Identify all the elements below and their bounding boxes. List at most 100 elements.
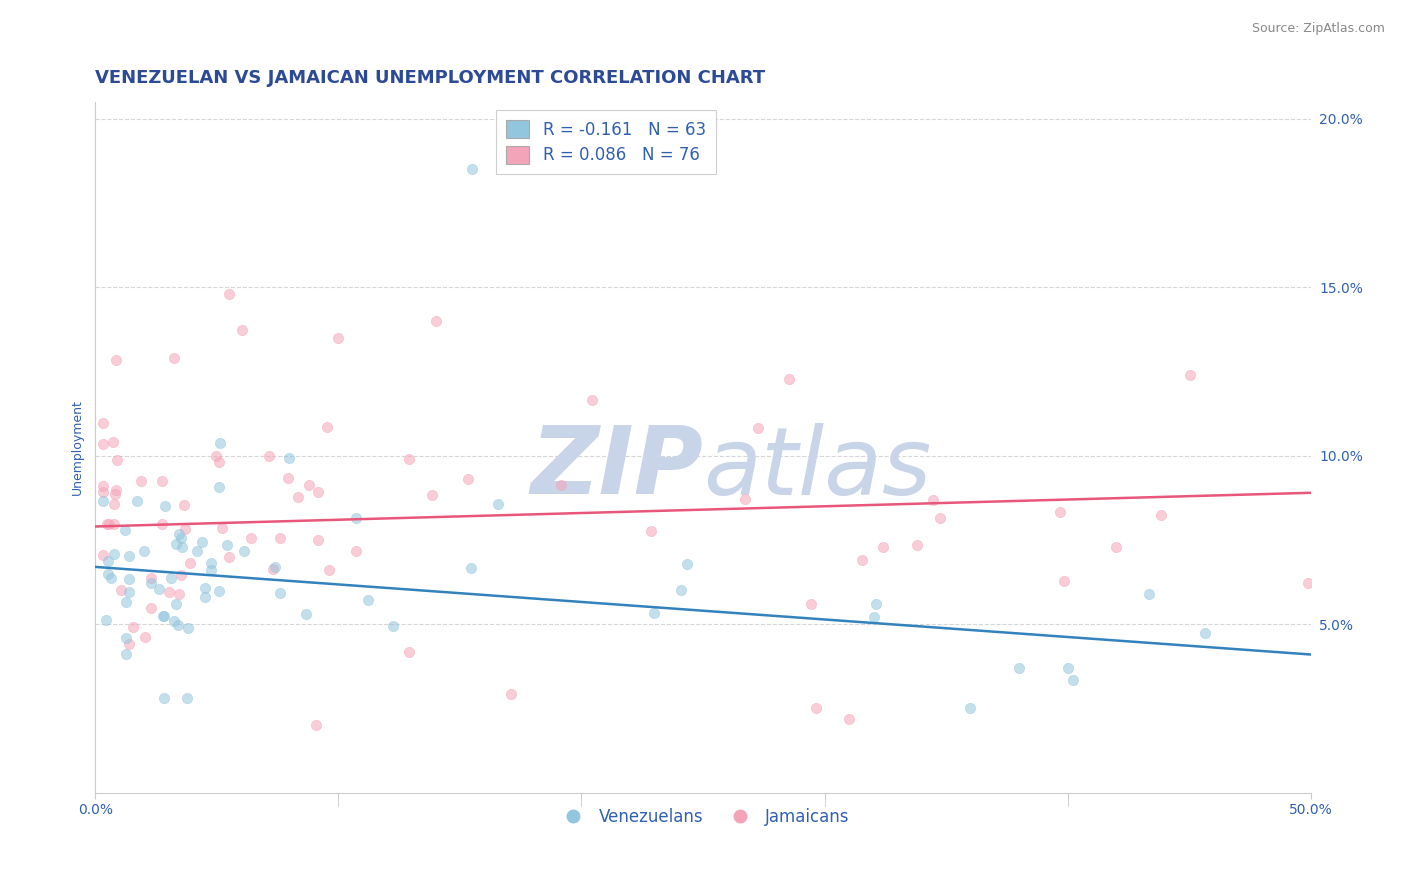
Point	[167, 618, 190, 632]
Point	[307, 533, 329, 547]
Point	[295, 607, 318, 621]
Point	[344, 544, 367, 558]
Point	[91, 416, 114, 430]
Point	[357, 593, 380, 607]
Point	[675, 558, 697, 572]
Point	[298, 478, 321, 492]
Point	[838, 712, 860, 726]
Point	[94, 613, 117, 627]
Point	[134, 630, 156, 644]
Point	[264, 559, 287, 574]
Point	[163, 351, 186, 365]
Point	[165, 597, 187, 611]
Point	[165, 537, 187, 551]
Point	[194, 591, 217, 605]
Point	[91, 484, 114, 499]
Point	[1194, 626, 1216, 640]
Point	[121, 619, 143, 633]
Point	[105, 483, 128, 497]
Point	[287, 490, 309, 504]
Point	[218, 287, 240, 301]
Point	[1178, 368, 1201, 382]
Point	[152, 608, 174, 623]
Point	[800, 597, 823, 611]
Point	[174, 522, 197, 536]
Point	[114, 631, 136, 645]
Point	[150, 474, 173, 488]
Point	[148, 582, 170, 597]
Point	[778, 372, 800, 386]
Point	[118, 637, 141, 651]
Point	[486, 497, 509, 511]
Point	[103, 497, 125, 511]
Point	[176, 621, 198, 635]
Point	[305, 718, 328, 732]
Point	[114, 647, 136, 661]
Point	[461, 162, 484, 177]
Point	[208, 436, 231, 450]
Point	[425, 314, 447, 328]
Point	[179, 557, 201, 571]
Point	[103, 517, 125, 532]
Point	[91, 436, 114, 450]
Point	[200, 556, 222, 570]
Point	[186, 544, 208, 558]
Point	[640, 524, 662, 538]
Point	[118, 572, 141, 586]
Point	[141, 571, 163, 585]
Point	[96, 517, 118, 532]
Point	[215, 538, 238, 552]
Point	[118, 584, 141, 599]
Point	[114, 524, 136, 538]
Point	[163, 614, 186, 628]
Point	[208, 584, 231, 599]
Point	[105, 453, 128, 467]
Point	[269, 586, 291, 600]
Point	[316, 420, 339, 434]
Point	[150, 516, 173, 531]
Point	[104, 353, 127, 368]
Point	[207, 480, 229, 494]
Point	[191, 535, 214, 549]
Point	[101, 435, 124, 450]
Point	[257, 449, 280, 463]
Point	[959, 701, 981, 715]
Point	[328, 331, 350, 345]
Point	[160, 571, 183, 585]
Point	[1062, 673, 1084, 687]
Point	[205, 449, 228, 463]
Point	[398, 451, 420, 466]
Point	[398, 645, 420, 659]
Point	[134, 544, 156, 558]
Point	[804, 701, 827, 715]
Point	[420, 488, 443, 502]
Point	[91, 548, 114, 562]
Point	[129, 474, 152, 488]
Point	[240, 532, 263, 546]
Text: VENEZUELAN VS JAMAICAN UNEMPLOYMENT CORRELATION CHART: VENEZUELAN VS JAMAICAN UNEMPLOYMENT CORR…	[96, 69, 765, 87]
Point	[173, 498, 195, 512]
Point	[91, 494, 114, 508]
Point	[863, 609, 886, 624]
Point	[98, 516, 121, 531]
Point	[460, 561, 482, 575]
Point	[170, 568, 193, 582]
Point	[344, 511, 367, 525]
Y-axis label: Unemployment: Unemployment	[72, 400, 84, 495]
Point	[97, 566, 120, 581]
Point	[200, 563, 222, 577]
Point	[865, 598, 887, 612]
Point	[125, 494, 148, 508]
Point	[928, 511, 950, 525]
Point	[103, 547, 125, 561]
Point	[262, 562, 284, 576]
Legend: Venezuelans, Jamaicans: Venezuelans, Jamaicans	[550, 801, 856, 832]
Text: atlas: atlas	[703, 423, 931, 514]
Point	[905, 538, 928, 552]
Point	[218, 550, 240, 565]
Point	[669, 583, 692, 598]
Text: Source: ZipAtlas.com: Source: ZipAtlas.com	[1251, 22, 1385, 36]
Point	[115, 595, 138, 609]
Point	[1008, 661, 1031, 675]
Point	[118, 549, 141, 563]
